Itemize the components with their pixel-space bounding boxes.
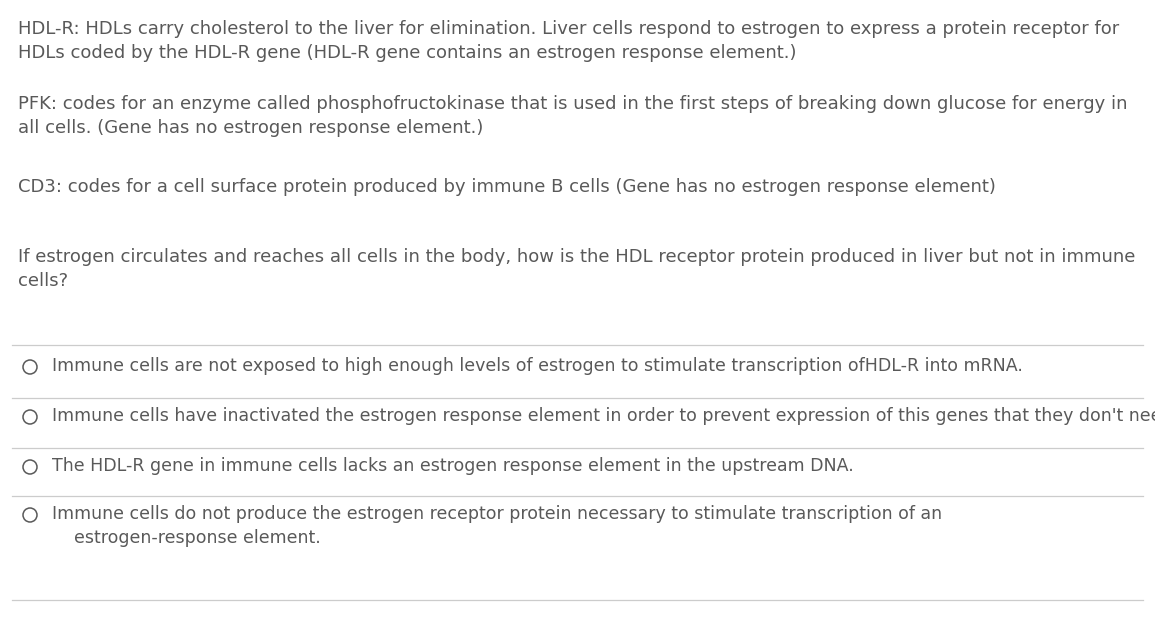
Text: Immune cells are not exposed to high enough levels of estrogen to stimulate tran: Immune cells are not exposed to high eno… — [52, 357, 1023, 375]
Text: HDL-R: HDLs carry cholesterol to the liver for elimination. Liver cells respond : HDL-R: HDLs carry cholesterol to the liv… — [18, 20, 1119, 61]
Text: Immune cells have inactivated the estrogen response element in order to prevent : Immune cells have inactivated the estrog… — [52, 407, 1155, 425]
Text: PFK: codes for an enzyme called phosphofructokinase that is used in the first st: PFK: codes for an enzyme called phosphof… — [18, 95, 1127, 137]
Text: The HDL-R gene in immune cells lacks an estrogen response element in the upstrea: The HDL-R gene in immune cells lacks an … — [52, 457, 854, 475]
Text: CD3: codes for a cell surface protein produced by immune B cells (Gene has no es: CD3: codes for a cell surface protein pr… — [18, 178, 996, 196]
Text: If estrogen circulates and reaches all cells in the body, how is the HDL recepto: If estrogen circulates and reaches all c… — [18, 248, 1135, 290]
Text: Immune cells do not produce the estrogen receptor protein necessary to stimulate: Immune cells do not produce the estrogen… — [52, 505, 942, 547]
